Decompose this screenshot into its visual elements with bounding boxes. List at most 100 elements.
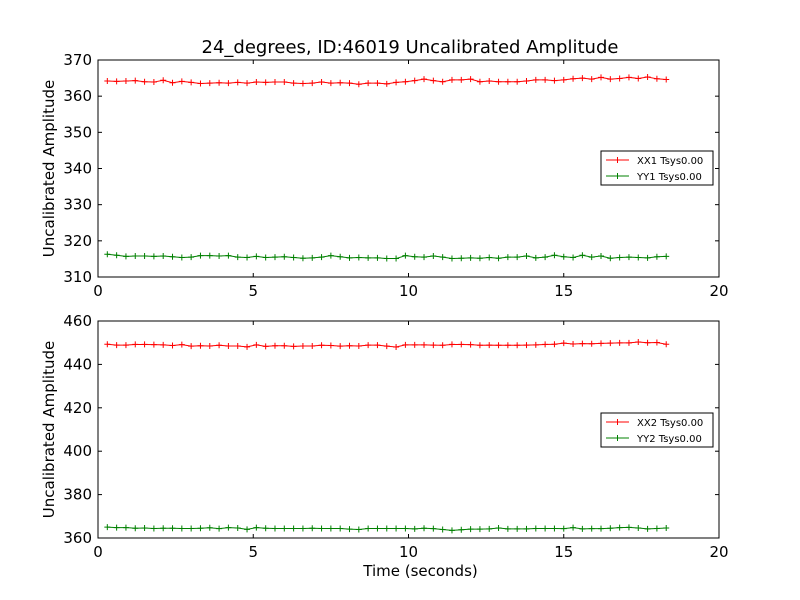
data-point bbox=[495, 525, 502, 532]
data-point bbox=[523, 342, 530, 349]
data-point bbox=[486, 342, 493, 349]
data-point bbox=[281, 525, 288, 532]
data-point bbox=[504, 78, 511, 85]
data-point bbox=[421, 341, 428, 348]
y-tick-label: 420 bbox=[63, 399, 92, 417]
data-point bbox=[206, 80, 213, 87]
data-point bbox=[169, 79, 176, 86]
data-point bbox=[309, 342, 316, 349]
data-point bbox=[560, 76, 567, 83]
data-point bbox=[150, 525, 157, 532]
data-point bbox=[644, 339, 651, 346]
data-point bbox=[113, 342, 120, 349]
data-point bbox=[514, 254, 521, 261]
data-point bbox=[206, 524, 213, 531]
data-point bbox=[206, 252, 213, 259]
data-point bbox=[244, 343, 251, 350]
y-tick-label: 400 bbox=[63, 442, 92, 460]
data-point bbox=[467, 254, 474, 261]
data-point bbox=[271, 525, 278, 532]
bottom-panel: 0 5 10 15 20 360 380 400 420 440 460 Uncalibrated A… bbox=[40, 312, 729, 580]
data-point bbox=[355, 526, 362, 533]
y-tick-label: 360 bbox=[63, 529, 92, 547]
data-point bbox=[318, 254, 325, 261]
data-point bbox=[365, 80, 372, 87]
data-point bbox=[616, 75, 623, 82]
data-point bbox=[141, 525, 148, 532]
data-point bbox=[141, 253, 148, 260]
data-point bbox=[160, 77, 167, 84]
data-point bbox=[113, 78, 120, 85]
data-point bbox=[467, 526, 474, 533]
data-point bbox=[607, 525, 614, 532]
data-point bbox=[393, 79, 400, 86]
data-point bbox=[132, 341, 139, 348]
data-point bbox=[411, 253, 418, 260]
data-point bbox=[598, 340, 605, 347]
data-point bbox=[421, 76, 428, 83]
data-point bbox=[104, 341, 111, 348]
data-point bbox=[122, 524, 129, 531]
x-tick-label: 10 bbox=[399, 543, 418, 561]
data-point bbox=[290, 343, 297, 350]
data-point bbox=[514, 525, 521, 532]
data-point bbox=[579, 75, 586, 82]
data-point bbox=[104, 251, 111, 258]
data-point bbox=[113, 252, 120, 259]
data-point bbox=[178, 525, 185, 532]
data-point bbox=[514, 78, 521, 85]
x-axis-label: Time (seconds) bbox=[362, 562, 478, 580]
data-point bbox=[178, 341, 185, 348]
data-point bbox=[653, 75, 660, 82]
data-point bbox=[374, 254, 381, 261]
y-tick-label: 350 bbox=[63, 123, 92, 141]
legend-label: YY2 Tsys0.00 bbox=[636, 434, 702, 445]
data-point bbox=[635, 525, 642, 532]
x-tick-label: 0 bbox=[93, 282, 103, 300]
data-point bbox=[253, 341, 260, 348]
data-point bbox=[253, 253, 260, 260]
data-point bbox=[458, 255, 465, 262]
data-point bbox=[160, 525, 167, 532]
x-tick-label: 5 bbox=[248, 543, 258, 561]
data-point bbox=[402, 252, 409, 259]
data-point bbox=[234, 525, 241, 532]
data-point bbox=[570, 254, 577, 261]
data-point bbox=[458, 76, 465, 83]
data-point bbox=[607, 76, 614, 83]
data-point bbox=[551, 525, 558, 532]
data-point bbox=[448, 76, 455, 83]
legend-marker bbox=[614, 419, 621, 425]
data-point bbox=[244, 80, 251, 87]
data-point bbox=[542, 341, 549, 348]
y-tick-label: 380 bbox=[63, 486, 92, 504]
data-point bbox=[532, 254, 539, 261]
legend-label: XX1 Tsys0.00 bbox=[637, 156, 703, 167]
data-point bbox=[122, 253, 129, 260]
data-point bbox=[262, 254, 269, 261]
data-point bbox=[169, 253, 176, 260]
data-point bbox=[309, 254, 316, 261]
data-point bbox=[467, 341, 474, 348]
data-point bbox=[542, 254, 549, 261]
data-point bbox=[598, 74, 605, 81]
data-point bbox=[635, 75, 642, 82]
data-point bbox=[337, 79, 344, 86]
data-point bbox=[178, 254, 185, 261]
data-point bbox=[476, 526, 483, 533]
data-point bbox=[439, 78, 446, 85]
data-point bbox=[439, 254, 446, 261]
y-tick-label: 460 bbox=[63, 312, 92, 330]
data-point bbox=[197, 252, 204, 259]
data-point bbox=[365, 525, 372, 532]
legend-marker bbox=[614, 173, 621, 179]
data-point bbox=[644, 254, 651, 261]
data-point bbox=[551, 252, 558, 259]
data-point bbox=[570, 341, 577, 348]
data-point bbox=[383, 255, 390, 262]
data-point bbox=[532, 525, 539, 532]
data-point bbox=[262, 79, 269, 86]
y-tick-label: 440 bbox=[63, 355, 92, 373]
data-point bbox=[402, 525, 409, 532]
data-point bbox=[299, 255, 306, 262]
